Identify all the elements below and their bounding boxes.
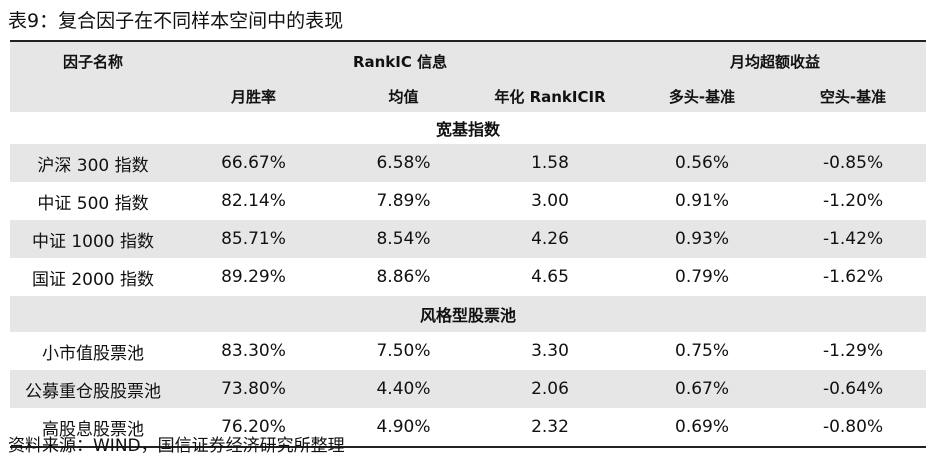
col-header-mean: 均值 <box>331 80 476 112</box>
excess-return-group-header: 月均超额收益 <box>624 40 927 80</box>
cell-mean: 8.54% <box>331 220 476 258</box>
cell-icir: 3.30 <box>476 332 625 370</box>
table-row: 沪深 300 指数 66.67% 6.58% 1.58 0.56% -0.85% <box>10 144 927 182</box>
cell-short-excess: -0.64% <box>780 370 927 408</box>
cell-icir: 3.00 <box>476 182 625 220</box>
col-header-win-rate: 月胜率 <box>176 80 331 112</box>
cell-long-excess: 0.75% <box>624 332 781 370</box>
row-name: 高股息股票池 <box>10 408 176 448</box>
cell-mean: 4.90% <box>331 408 476 448</box>
factor-name-header: 因子名称 <box>10 40 176 80</box>
col-header-short-excess: 空头-基准 <box>780 80 927 112</box>
cell-short-excess: -1.29% <box>780 332 927 370</box>
cell-mean: 6.58% <box>331 144 476 182</box>
row-name: 中证 500 指数 <box>10 182 176 220</box>
header-row-2: 月胜率 均值 年化 RankICIR 多头-基准 空头-基准 <box>10 80 927 112</box>
cell-long-excess: 0.91% <box>624 182 781 220</box>
cell-long-excess: 0.79% <box>624 258 781 296</box>
cell-short-excess: -1.20% <box>780 182 927 220</box>
cell-icir: 1.58 <box>476 144 625 182</box>
cell-mean: 7.89% <box>331 182 476 220</box>
cell-short-excess: -1.42% <box>780 220 927 258</box>
section-title: 风格型股票池 <box>10 296 927 332</box>
cell-win-rate: 89.29% <box>176 258 331 296</box>
cell-win-rate: 73.80% <box>176 370 331 408</box>
table-row: 高股息股票池 76.20% 4.90% 2.32 0.69% -0.80% <box>10 408 927 448</box>
col-header-icir: 年化 RankICIR <box>476 80 625 112</box>
cell-long-excess: 0.69% <box>624 408 781 448</box>
cell-icir: 2.06 <box>476 370 625 408</box>
table-row: 中证 500 指数 82.14% 7.89% 3.00 0.91% -1.20% <box>10 182 927 220</box>
cell-mean: 4.40% <box>331 370 476 408</box>
cell-short-excess: -1.62% <box>780 258 927 296</box>
data-table: 因子名称 RankIC 信息 月均超额收益 月胜率 均值 年化 RankICIR… <box>10 40 927 448</box>
row-name: 中证 1000 指数 <box>10 220 176 258</box>
rankic-group-header: RankIC 信息 <box>176 40 625 80</box>
table-row: 中证 1000 指数 85.71% 8.54% 4.26 0.93% -1.42… <box>10 220 927 258</box>
source-note: 资料来源：WIND，国信证券经济研究所整理 <box>8 436 345 456</box>
cell-mean: 8.86% <box>331 258 476 296</box>
table-row: 公募重仓股股票池 73.80% 4.40% 2.06 0.67% -0.64% <box>10 370 927 408</box>
header-blank-cell <box>10 80 176 112</box>
table-row: 国证 2000 指数 89.29% 8.86% 4.65 0.79% -1.62… <box>10 258 927 296</box>
header-row-1: 因子名称 RankIC 信息 月均超额收益 <box>10 40 927 80</box>
col-header-long-excess: 多头-基准 <box>624 80 781 112</box>
row-name: 国证 2000 指数 <box>10 258 176 296</box>
section-header-row: 宽基指数 <box>10 112 927 144</box>
cell-win-rate: 82.14% <box>176 182 331 220</box>
row-name: 沪深 300 指数 <box>10 144 176 182</box>
cell-long-excess: 0.56% <box>624 144 781 182</box>
table-title: 表9：复合因子在不同样本空间中的表现 <box>8 10 344 32</box>
cell-mean: 7.50% <box>331 332 476 370</box>
cell-icir: 4.26 <box>476 220 625 258</box>
cell-icir: 4.65 <box>476 258 625 296</box>
cell-win-rate: 76.20% <box>176 408 331 448</box>
cell-long-excess: 0.67% <box>624 370 781 408</box>
cell-short-excess: -0.80% <box>780 408 927 448</box>
cell-long-excess: 0.93% <box>624 220 781 258</box>
cell-short-excess: -0.85% <box>780 144 927 182</box>
cell-icir: 2.32 <box>476 408 625 448</box>
row-name: 小市值股票池 <box>10 332 176 370</box>
section-title: 宽基指数 <box>10 112 927 144</box>
table-row: 小市值股票池 83.30% 7.50% 3.30 0.75% -1.29% <box>10 332 927 370</box>
cell-win-rate: 66.67% <box>176 144 331 182</box>
row-name: 公募重仓股股票池 <box>10 370 176 408</box>
cell-win-rate: 85.71% <box>176 220 331 258</box>
section-header-row: 风格型股票池 <box>10 296 927 332</box>
cell-win-rate: 83.30% <box>176 332 331 370</box>
